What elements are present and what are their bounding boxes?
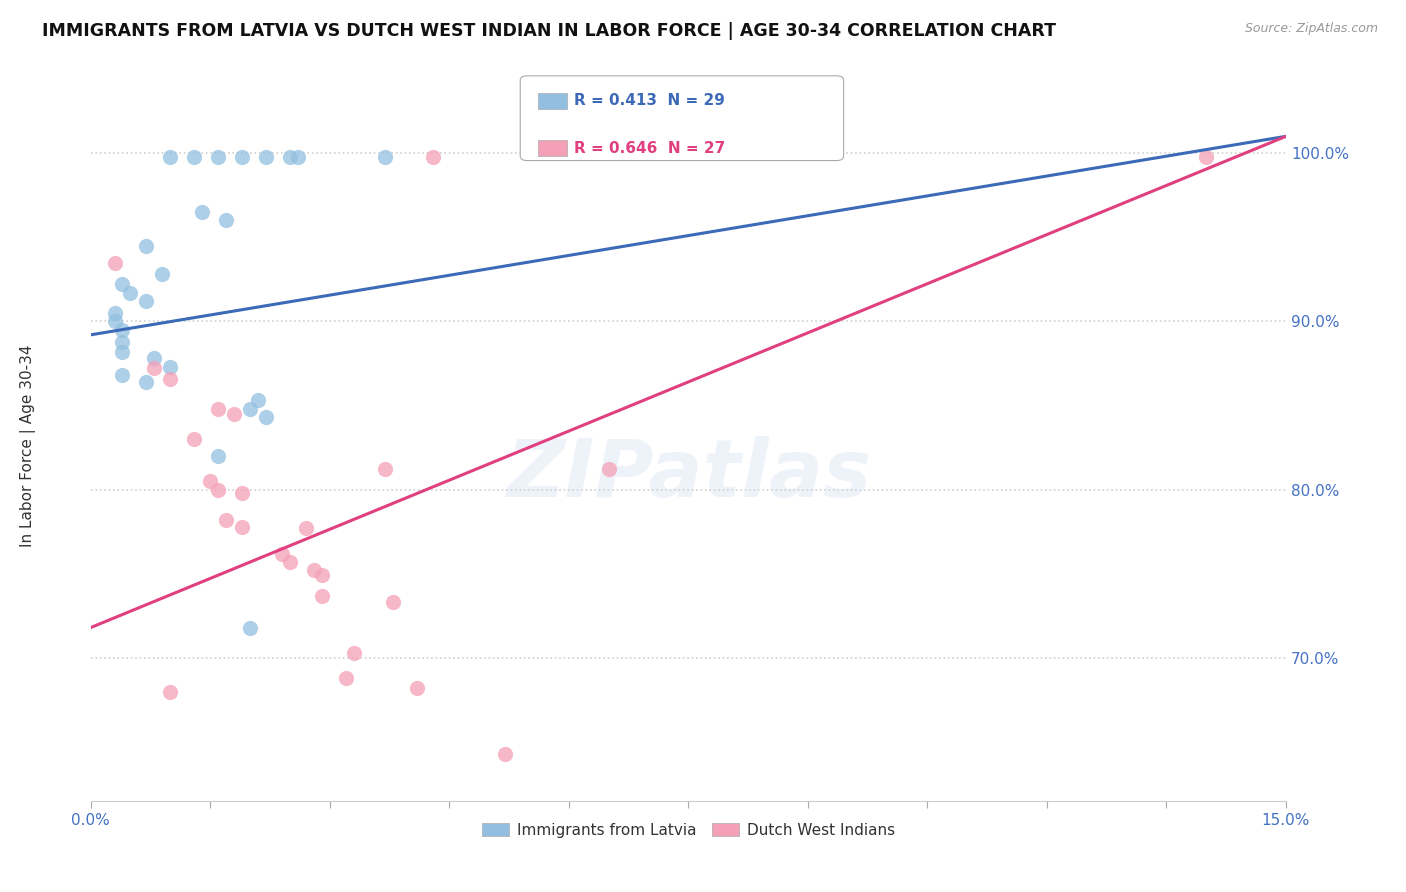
Point: [1195, 149, 1218, 163]
Point: [159, 359, 181, 374]
Point: [311, 589, 333, 603]
Point: [278, 149, 301, 163]
Point: [598, 462, 620, 476]
Point: [231, 519, 253, 533]
Point: [222, 407, 245, 421]
Point: [231, 486, 253, 500]
Point: [207, 483, 229, 497]
Point: [111, 344, 134, 359]
Point: [159, 371, 181, 385]
Point: [231, 149, 253, 163]
Point: [254, 410, 277, 425]
Point: [111, 277, 134, 292]
Point: [494, 747, 516, 761]
Text: ZIPatlas: ZIPatlas: [506, 436, 870, 515]
Point: [215, 513, 238, 527]
Point: [422, 149, 444, 163]
Point: [103, 306, 125, 320]
Point: [183, 432, 205, 446]
Point: [270, 547, 292, 561]
Point: [198, 474, 221, 488]
Point: [143, 361, 166, 376]
Point: [278, 555, 301, 569]
Text: Source: ZipAtlas.com: Source: ZipAtlas.com: [1244, 22, 1378, 36]
Text: IMMIGRANTS FROM LATVIA VS DUTCH WEST INDIAN IN LABOR FORCE | AGE 30-34 CORRELATI: IMMIGRANTS FROM LATVIA VS DUTCH WEST IND…: [42, 22, 1056, 40]
Point: [135, 238, 157, 252]
Point: [287, 149, 309, 163]
Point: [150, 267, 173, 281]
Point: [239, 621, 262, 635]
Point: [111, 368, 134, 383]
Point: [382, 595, 405, 609]
Point: [111, 323, 134, 337]
Point: [342, 646, 364, 660]
Point: [135, 294, 157, 309]
Point: [239, 401, 262, 416]
Point: [103, 255, 125, 269]
Point: [207, 401, 229, 416]
Legend: Immigrants from Latvia, Dutch West Indians: Immigrants from Latvia, Dutch West India…: [475, 816, 901, 844]
Point: [215, 213, 238, 227]
Text: R = 0.646  N = 27: R = 0.646 N = 27: [574, 141, 725, 155]
Text: In Labor Force | Age 30-34: In Labor Force | Age 30-34: [20, 344, 37, 548]
Point: [207, 449, 229, 463]
Point: [191, 205, 214, 219]
Point: [143, 351, 166, 366]
Point: [335, 671, 357, 685]
Point: [120, 285, 142, 300]
Point: [254, 149, 277, 163]
Point: [207, 149, 229, 163]
Point: [311, 568, 333, 582]
Point: [103, 314, 125, 328]
Point: [294, 521, 316, 535]
Point: [159, 149, 181, 163]
Point: [406, 681, 429, 695]
Point: [135, 375, 157, 389]
Point: [159, 684, 181, 698]
Point: [111, 334, 134, 349]
Point: [302, 563, 325, 577]
Point: [183, 149, 205, 163]
Point: [374, 462, 396, 476]
Point: [374, 149, 396, 163]
Point: [246, 393, 269, 408]
Text: R = 0.413  N = 29: R = 0.413 N = 29: [574, 94, 724, 108]
